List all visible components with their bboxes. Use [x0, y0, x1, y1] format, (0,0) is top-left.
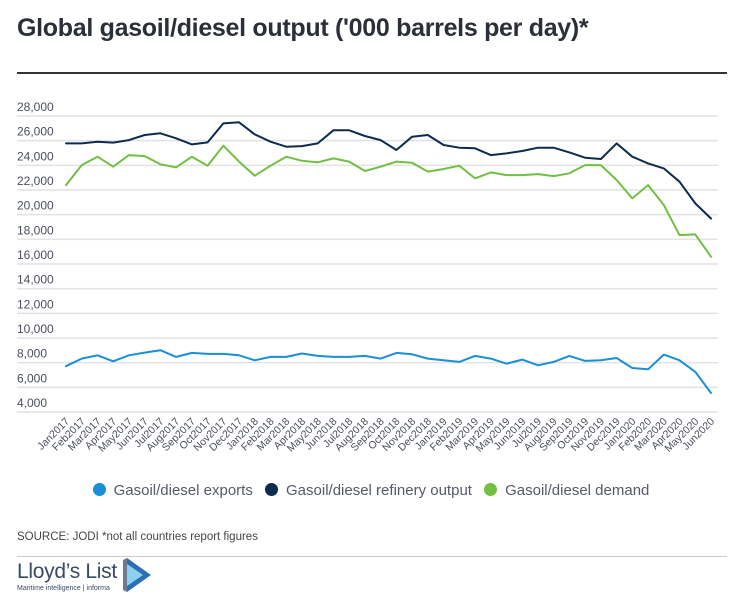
legend-item-demand: Gasoil/diesel demand: [484, 482, 649, 499]
y-tick-label: 18,000: [17, 223, 54, 237]
y-tick-label: 6,000: [17, 371, 47, 385]
footer-divider: [17, 556, 727, 557]
y-tick-label: 10,000: [17, 322, 54, 336]
refinery-output-line: [65, 121, 712, 220]
exports-line: [65, 349, 712, 394]
logo-name: Lloyd’s List: [17, 560, 117, 583]
legend-item-exports: Gasoil/diesel exports: [92, 482, 253, 499]
source-note: SOURCE: JODI *not all countries report f…: [17, 531, 258, 543]
demand-line: [65, 144, 712, 258]
legend-item-refinery-output: Gasoil/diesel refinery output: [265, 482, 472, 499]
line-chart: 28,000 26,000 24,000 22,000 20,000 18,000 16,0…: [17, 100, 718, 455]
legend-label-exports: Gasoil/diesel exports: [113, 482, 253, 499]
legend: Gasoil/diesel exports Gasoil/diesel refi…: [0, 482, 742, 499]
y-tick-label: 4,000: [17, 396, 47, 410]
y-tick-label: 16,000: [17, 248, 54, 262]
y-tick-label: 12,000: [17, 297, 54, 311]
legend-dot-refinery-output: [265, 483, 279, 496]
y-tick-label: 28,000: [17, 100, 54, 114]
y-tick-label: 8,000: [17, 347, 47, 361]
y-tick-label: 20,000: [17, 199, 54, 213]
y-tick-label: 14,000: [17, 273, 54, 287]
legend-label-refinery-output: Gasoil/diesel refinery output: [286, 482, 472, 499]
legend-label-demand: Gasoil/diesel demand: [505, 482, 650, 499]
chart-title: Global gasoil/diesel output ('000 barrel…: [17, 14, 589, 42]
y-tick-label: 22,000: [17, 174, 54, 188]
lloyds-list-logo: Lloyd’s List Maritime intelligence | inf…: [17, 558, 153, 593]
y-tick-label: 24,000: [17, 149, 54, 163]
logo-play-icon: [123, 558, 152, 592]
y-tick-label: 26,000: [17, 125, 54, 139]
legend-dot-demand: [484, 483, 498, 496]
logo-tagline: Maritime intelligence | informa: [17, 585, 110, 592]
legend-dot-exports: [92, 483, 106, 496]
title-divider: [17, 72, 727, 74]
